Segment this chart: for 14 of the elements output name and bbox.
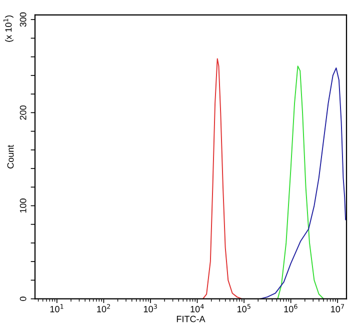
x-tick-label: 10$^{6}$ <box>284 304 298 312</box>
x-tick-label: 10$^{5}$ <box>238 304 250 312</box>
x-tick-label: 10$^{2}$ <box>97 304 110 312</box>
y-tick-label: 200 <box>20 105 26 120</box>
y-tick-label: 100 <box>20 198 26 213</box>
x-tick-label: 10$^{1}$ <box>50 304 64 312</box>
y-tick-label: 0 <box>20 296 26 301</box>
x-tick-label: 10$^{3}$ <box>144 304 157 312</box>
x-tick-label: 10$^{7}$ <box>331 304 344 312</box>
y-tick-label: 300 <box>20 12 26 27</box>
text: (x 10$^{1}$) <box>4 16 14 42</box>
x-tick-label: 10$^{4}$ <box>190 304 204 312</box>
y-axis-title: Count <box>7 144 14 168</box>
x-axis-title: FITC-A <box>176 316 206 322</box>
